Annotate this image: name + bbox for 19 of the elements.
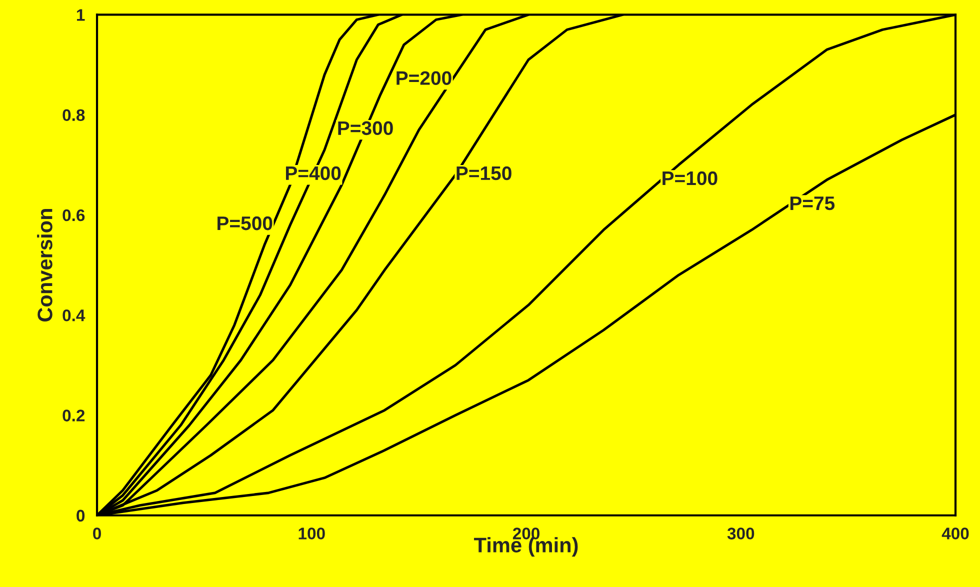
x-tick-label: 200	[512, 528, 540, 540]
y-tick-label: 0.8	[62, 109, 85, 122]
series-label: P=400	[286, 166, 341, 180]
series-label: P=500	[218, 216, 272, 230]
y-tick-label: 0.2	[62, 410, 85, 422]
series-label: P=100	[662, 171, 718, 186]
y-tick-label: 1	[76, 9, 85, 21]
x-tick-label: 300	[727, 528, 754, 540]
y-tick-label: 0	[76, 510, 85, 522]
y-tick-label: 0.6	[62, 209, 85, 222]
x-tick-label: 100	[298, 528, 325, 540]
series-label: P=150	[456, 166, 512, 180]
y-axis-title: Conversion	[37, 209, 52, 322]
series-label: P=75	[790, 196, 835, 210]
x-tick-label: 0	[93, 528, 101, 540]
series-label: P=300	[338, 121, 393, 136]
y-tick-label: 0.4	[62, 310, 86, 322]
series-label: P=200	[396, 71, 452, 85]
x-tick-label: 400	[942, 528, 969, 540]
